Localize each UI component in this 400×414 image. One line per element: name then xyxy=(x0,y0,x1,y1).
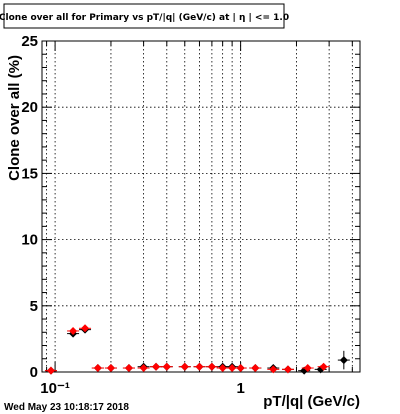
data-point xyxy=(236,364,245,373)
y-tick-label: 0 xyxy=(30,364,38,381)
data-point xyxy=(195,362,204,371)
data-point xyxy=(139,364,148,373)
data-point xyxy=(106,364,115,373)
data-point xyxy=(180,362,189,371)
y-tick-label: 25 xyxy=(21,33,38,50)
x-axis-label: pT/|q| (GeV/c) xyxy=(263,393,360,410)
y-tick-label: 15 xyxy=(21,165,38,182)
series-2 xyxy=(44,324,330,375)
data-point xyxy=(251,364,260,373)
y-tick-label: 20 xyxy=(21,99,38,116)
x-tick-label: 10⁻¹ xyxy=(40,380,70,397)
y-tick-label: 5 xyxy=(30,298,38,315)
data-point xyxy=(93,364,102,373)
data-point xyxy=(162,362,171,371)
date-stamp: Wed May 23 10:18:17 2018 xyxy=(4,402,129,413)
data-point xyxy=(269,365,278,374)
x-tick-label: 1 xyxy=(236,380,244,397)
data-point xyxy=(81,324,90,333)
data-point xyxy=(339,356,348,365)
grid xyxy=(42,41,360,372)
tick-labels: 0 5 10 15 20 25 10⁻¹ 1 xyxy=(21,33,244,397)
plot-frame xyxy=(41,40,361,373)
chart-title: Clone over all for Primary vs pT/|q| (Ge… xyxy=(0,13,289,23)
data-point xyxy=(319,362,328,371)
data-point xyxy=(228,364,237,373)
data-point xyxy=(207,362,216,371)
data-point xyxy=(69,326,78,335)
title-box xyxy=(3,3,285,29)
data-points xyxy=(44,324,350,375)
data-point xyxy=(124,364,133,373)
y-axis-label: Clone over all (%) xyxy=(6,55,23,181)
data-point xyxy=(283,365,292,374)
data-point xyxy=(46,366,55,375)
data-point xyxy=(303,364,312,373)
y-tick-label: 10 xyxy=(21,232,38,249)
data-point xyxy=(218,364,227,373)
data-point xyxy=(152,362,161,371)
axis-ticks xyxy=(42,40,360,373)
